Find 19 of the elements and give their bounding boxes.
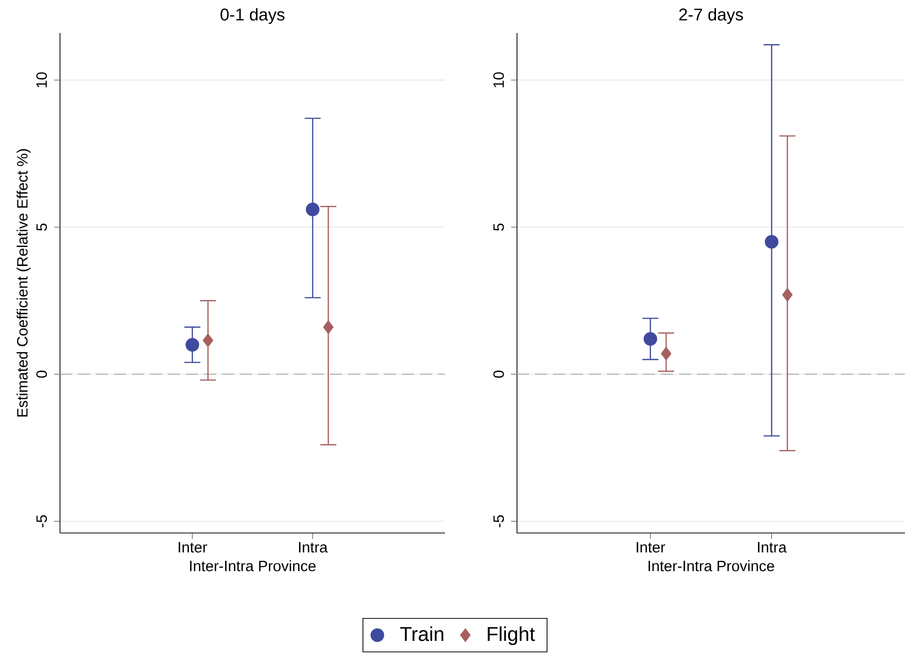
x-tick-label: Inter bbox=[636, 542, 666, 553]
x-axis-title: Inter-Intra Province bbox=[190, 560, 316, 572]
y-axis-title: Estimated Coefficient (Relative Effect %) bbox=[16, 149, 31, 417]
legend-label: Train bbox=[400, 626, 444, 642]
chart-title: 0-1 days bbox=[220, 8, 284, 24]
x-axis-title: Inter-Intra Province bbox=[648, 560, 774, 572]
x-tick-label: Inter bbox=[178, 542, 208, 553]
y-tick-label: 0 bbox=[36, 370, 47, 378]
y-tick-label: 0 bbox=[493, 370, 504, 378]
y-tick-label: -5 bbox=[36, 515, 47, 528]
y-tick-label: 10 bbox=[493, 72, 504, 88]
y-tick-label: 5 bbox=[36, 224, 47, 231]
chart-title: 2-7 days bbox=[679, 8, 743, 24]
y-tick-label: -5 bbox=[493, 515, 504, 528]
x-tick-label: Intra bbox=[299, 542, 328, 553]
x-tick-label: Intra bbox=[758, 542, 787, 553]
legend-label: Flight bbox=[488, 626, 535, 646]
y-tick-label: 10 bbox=[36, 72, 47, 88]
y-tick-label: 5 bbox=[493, 224, 504, 231]
